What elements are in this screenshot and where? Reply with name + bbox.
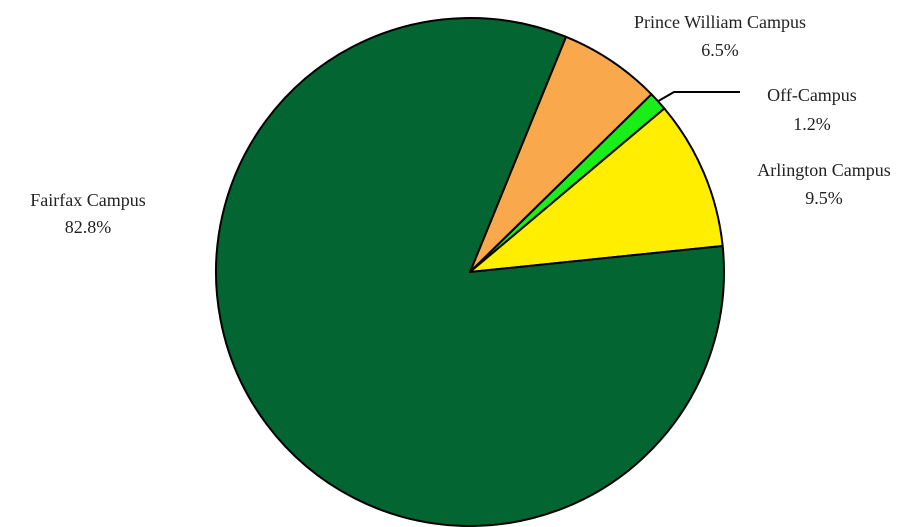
pie-slices <box>215 17 725 527</box>
label-arlington-campus: Arlington Campus <box>757 160 891 180</box>
leader-line-off-campus <box>657 91 740 103</box>
label-prince-william-campus: Prince William Campus <box>634 12 806 32</box>
value-off-campus: 1.2% <box>793 114 831 134</box>
leader-lines <box>657 91 740 103</box>
pie-labels: Fairfax Campus 82.8% Prince William Campus… <box>30 12 890 237</box>
label-off-campus: Off-Campus <box>767 85 857 105</box>
slice-arlington-campus <box>469 107 724 273</box>
label-fairfax-campus: Fairfax Campus <box>30 190 145 210</box>
slice-fairfax-campus <box>215 17 725 527</box>
value-fairfax-campus: 82.8% <box>65 217 112 237</box>
value-prince-william-campus: 6.5% <box>701 40 739 60</box>
value-arlington-campus: 9.5% <box>805 188 843 208</box>
